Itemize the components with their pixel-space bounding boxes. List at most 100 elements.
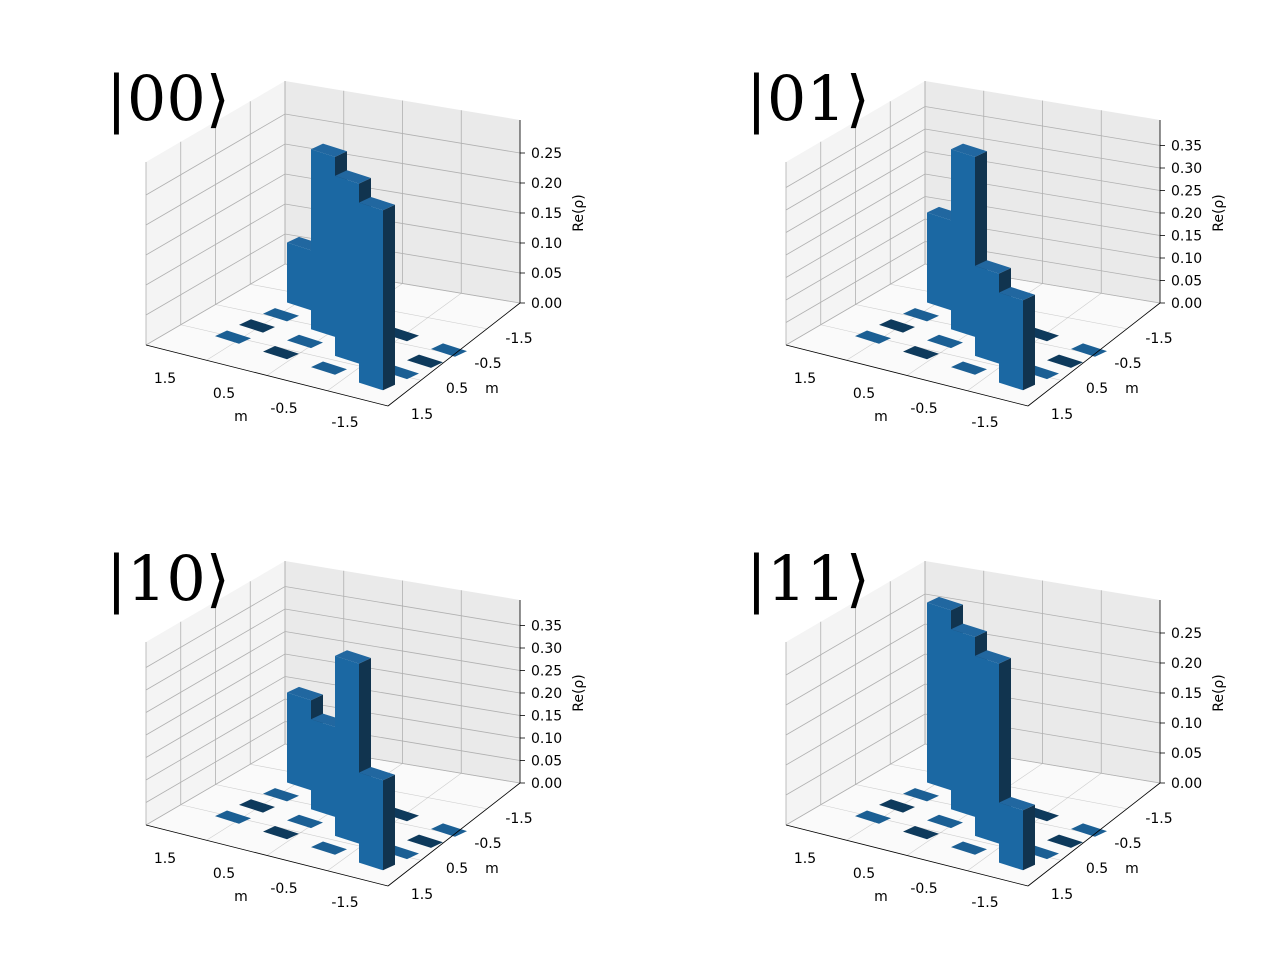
bar-front-2 (975, 265, 999, 364)
y-tick-label: 0.5 (1086, 381, 1108, 397)
panel-title: |00⟩ (106, 62, 230, 135)
z-tick-label: 0.15 (531, 206, 562, 222)
z-tick-label: 0.00 (531, 776, 562, 792)
flat-tile (407, 354, 443, 368)
bar-side-3 (383, 774, 395, 871)
y-axis-label: m (1125, 861, 1139, 877)
bar-side-3 (1023, 804, 1035, 871)
y-tick-label: 0.5 (446, 861, 468, 877)
z-tick-label: 0.20 (1171, 206, 1202, 222)
y-tick-label: -1.5 (505, 811, 532, 827)
bar-top-2 (975, 650, 1011, 664)
y-tick-label: -0.5 (1114, 356, 1141, 372)
flat-tile (855, 810, 891, 824)
panel-title: |11⟩ (746, 542, 870, 615)
x-axis-label: m (234, 409, 248, 425)
flat-tile (1047, 354, 1083, 368)
x-tick-label: -1.5 (331, 415, 358, 431)
z-tick-label: 0.25 (1171, 626, 1202, 642)
bar-front-1 (311, 149, 335, 337)
z-tick-label: 0.15 (1171, 229, 1202, 245)
x-tick-label: -0.5 (270, 401, 297, 417)
flat-tile (215, 810, 251, 824)
bar-side-2 (999, 658, 1011, 844)
y-tick-label: 0.5 (446, 381, 468, 397)
x-tick-label: -0.5 (270, 881, 297, 897)
x-axis-line (145, 344, 389, 407)
flat-tile (1071, 823, 1107, 837)
z-tick-label: 0.20 (531, 176, 562, 192)
flat-tile (263, 346, 299, 360)
flat-tile (311, 841, 347, 855)
x-tick-label: -0.5 (910, 881, 937, 897)
x-axis-label: m (874, 409, 888, 425)
z-tick-label: 0.15 (1171, 686, 1202, 702)
y-axis-line (387, 782, 521, 887)
bar-front-0 (287, 692, 311, 791)
bar-front-3 (359, 772, 383, 871)
y-tick-label: 1.5 (1051, 887, 1073, 903)
y-tick-label: -1.5 (1145, 811, 1172, 827)
panel-01: 1.50.5-0.5-1.5m-1.5-0.50.51.5m0.000.050.… (746, 62, 1227, 431)
z-tick-label: 0.25 (531, 664, 562, 680)
flat-tile (903, 346, 939, 360)
flat-tile (903, 788, 939, 802)
flat-tile (263, 826, 299, 840)
y-axis-line (1027, 782, 1161, 887)
x-tick-label: 0.5 (853, 866, 875, 882)
bar-front-1 (951, 629, 975, 817)
x-tick-label: 1.5 (154, 851, 176, 867)
z-tick-label: 0.05 (531, 266, 562, 282)
bar-top-3 (359, 767, 395, 781)
z-tick-label: 0.25 (1171, 184, 1202, 200)
z-tick-label: 0.05 (1171, 746, 1202, 762)
y-tick-label: -0.5 (474, 356, 501, 372)
bar-top-2 (335, 650, 371, 664)
z-tick-label: 0.30 (531, 641, 562, 657)
y-axis-label: m (485, 861, 499, 877)
bar-front-2 (975, 655, 999, 844)
x-axis-label: m (234, 889, 248, 905)
flat-tile (263, 308, 299, 322)
flat-tile (215, 330, 251, 344)
y-tick-label: 0.5 (1086, 861, 1108, 877)
flat-tile (855, 330, 891, 344)
panel-title: |10⟩ (106, 542, 230, 615)
y-tick-label: -0.5 (1114, 836, 1141, 852)
flat-tile (431, 343, 467, 357)
x-axis-line (785, 824, 1029, 887)
x-tick-label: 0.5 (213, 386, 235, 402)
flat-tile (927, 814, 963, 829)
flat-tile (879, 799, 915, 813)
bar-front-3 (359, 202, 383, 391)
y-axis-line (387, 302, 521, 407)
z-tick-label: 0.10 (531, 236, 562, 252)
bar-top-0 (287, 686, 323, 701)
bar-top-2 (975, 260, 1011, 274)
bar-front-0 (287, 242, 311, 311)
flat-tile (903, 826, 939, 840)
bar-top-1 (951, 623, 987, 637)
x-tick-label: 1.5 (154, 371, 176, 387)
flat-tile (407, 834, 443, 848)
bar-top-3 (999, 797, 1035, 811)
bar-front-3 (999, 802, 1023, 871)
flat-tile (1047, 834, 1083, 848)
panel-11: 1.50.5-0.5-1.5m-1.5-0.50.51.5m0.000.050.… (746, 542, 1227, 911)
panel-00: 1.50.5-0.5-1.5m-1.5-0.50.51.5m0.000.050.… (106, 62, 587, 431)
y-tick-label: 1.5 (411, 407, 433, 423)
z-tick-label: 0.05 (531, 754, 562, 770)
y-axis-line (1027, 302, 1161, 407)
bar-front-2 (335, 175, 359, 364)
z-tick-label: 0.25 (531, 146, 562, 162)
z-tick-label: 0.10 (1171, 716, 1202, 732)
x-tick-label: 1.5 (794, 851, 816, 867)
panel-10: 1.50.5-0.5-1.5m-1.5-0.50.51.5m0.000.050.… (106, 542, 587, 911)
panel-title: |01⟩ (746, 62, 870, 135)
x-tick-label: 0.5 (213, 866, 235, 882)
flat-tile (311, 361, 347, 375)
bar-front-0 (927, 212, 951, 311)
y-tick-label: 1.5 (411, 887, 433, 903)
